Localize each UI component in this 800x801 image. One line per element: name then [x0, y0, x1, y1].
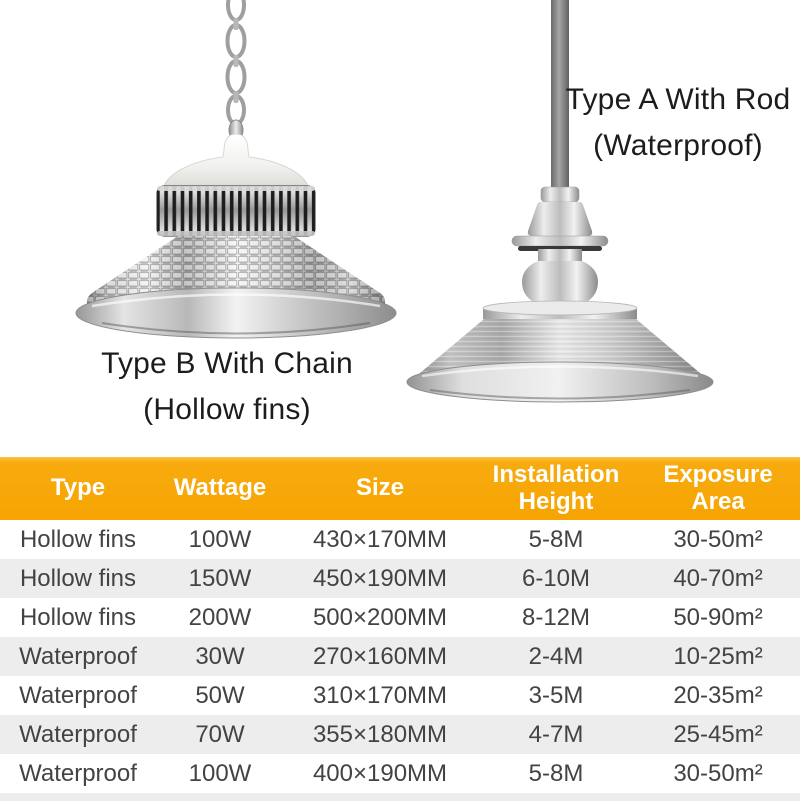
- cell-exposure-area: 50-90m²: [673, 603, 763, 631]
- type-a-label-subtitle: (Waterproof): [593, 129, 763, 162]
- type-a-lamp-image: [406, 0, 714, 403]
- spec-row: Hollow fins 150W 450×190MM 6-10M 40-70m²: [0, 559, 800, 598]
- cell-wattage: 200W: [188, 603, 252, 631]
- column-header-exposure-area: Exposure Area: [663, 460, 773, 515]
- column-header-size: Size: [355, 474, 405, 502]
- cell-exposure-area: 30-50m²: [673, 759, 763, 787]
- cell-exposure-area: 30-50m²: [673, 525, 763, 553]
- cell-exposure-area: 10-25m²: [673, 642, 763, 670]
- spec-row: Hollow fins 200W 500×200MM 8-12M 50-90m²: [0, 598, 800, 637]
- cell-wattage: 30W: [195, 642, 245, 670]
- type-a-label: Type A With Rod (Waterproof): [528, 77, 800, 169]
- cell-wattage: 100W: [188, 525, 252, 553]
- cell-type: Waterproof: [19, 681, 137, 709]
- spec-table-header: Type Wattage Size Installation Height Ex…: [0, 457, 800, 520]
- cell-installation-height: 5-8M: [528, 759, 584, 787]
- cell-size: 450×190MM: [312, 564, 448, 592]
- cell-installation-height: 2-4M: [528, 642, 584, 670]
- cell-size: 430×170MM: [312, 525, 448, 553]
- cell-type: Hollow fins: [19, 525, 137, 553]
- column-header-type: Type: [50, 474, 106, 502]
- type-b-label: Type B With Chain (Hollow fins): [37, 341, 417, 433]
- cell-installation-height: 5-8M: [528, 525, 584, 553]
- cell-wattage: 70W: [195, 720, 245, 748]
- cell-exposure-area: 40-70m²: [673, 564, 763, 592]
- cell-size: 355×180MM: [312, 720, 448, 748]
- cell-exposure-area: 20-35m²: [673, 681, 763, 709]
- cell-type: Waterproof: [19, 642, 137, 670]
- cell-type: Hollow fins: [19, 564, 137, 592]
- type-b-label-subtitle: (Hollow fins): [143, 393, 311, 426]
- cell-type: Waterproof: [19, 720, 137, 748]
- cell-size: 270×160MM: [312, 642, 448, 670]
- cell-wattage: 100W: [188, 759, 252, 787]
- spec-row: Waterproof 70W 355×180MM 4-7M 25-45m²: [0, 715, 800, 754]
- rod-icon: [551, 0, 569, 190]
- column-header-wattage: Wattage: [173, 474, 267, 502]
- cell-installation-height: 8-12M: [521, 603, 591, 631]
- type-b-label-title: Type B With Chain: [101, 347, 353, 380]
- cell-exposure-area: 25-45m²: [673, 720, 763, 748]
- cell-type: Hollow fins: [19, 603, 137, 631]
- cell-wattage: 50W: [195, 681, 245, 709]
- cell-installation-height: 3-5M: [528, 681, 584, 709]
- spec-table: Type Wattage Size Installation Height Ex…: [0, 457, 800, 801]
- cell-size: 500×200MM: [312, 603, 448, 631]
- cell-size: 400×190MM: [312, 759, 448, 787]
- cell-installation-height: 6-10M: [521, 564, 591, 592]
- spec-row: Waterproof 30W 270×160MM 2-4M 10-25m²: [0, 637, 800, 676]
- next-row-partial-strip: [0, 793, 800, 801]
- product-showcase: Type A With Rod (Waterproof) Type B With…: [37, 0, 800, 433]
- cell-size: 310×170MM: [312, 681, 448, 709]
- spec-table-body: Hollow fins 100W 430×170MM 5-8M 30-50m² …: [0, 520, 800, 793]
- column-header-installation-height: Installation Height: [492, 460, 620, 515]
- spec-row: Waterproof 50W 310×170MM 3-5M 20-35m²: [0, 676, 800, 715]
- spec-row: Hollow fins 100W 430×170MM 5-8M 30-50m²: [0, 520, 800, 559]
- cell-type: Waterproof: [19, 759, 137, 787]
- cell-wattage: 150W: [188, 564, 252, 592]
- type-a-label-title: Type A With Rod: [565, 83, 791, 116]
- spec-row: Waterproof 100W 400×190MM 5-8M 30-50m²: [0, 754, 800, 793]
- cell-installation-height: 4-7M: [528, 720, 584, 748]
- type-b-lamp-image: [75, 0, 397, 339]
